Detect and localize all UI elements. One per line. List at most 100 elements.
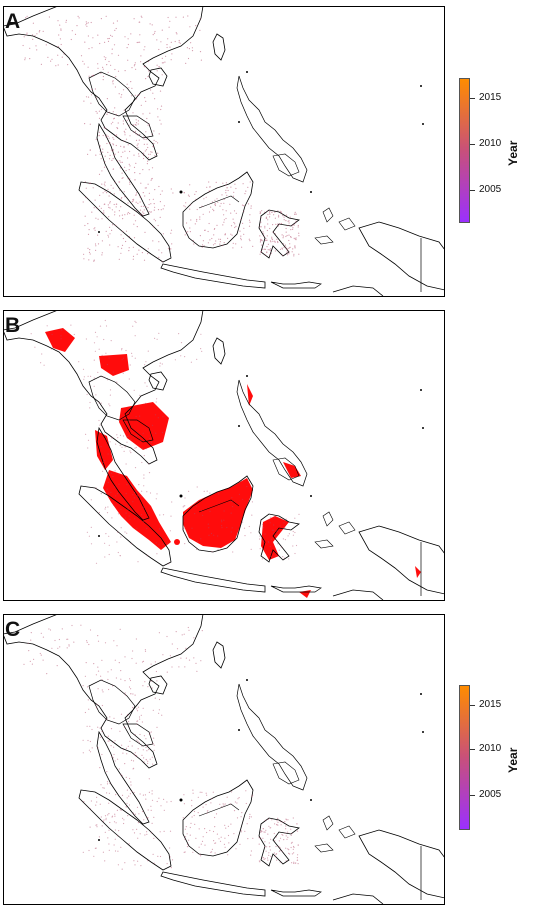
forest-loss-dot [244, 830, 246, 832]
forest-loss-dot [104, 58, 106, 61]
forest-loss-dot [137, 822, 139, 824]
forest-loss-dot [132, 760, 135, 762]
forest-loss-dot [252, 837, 254, 839]
forest-loss-dot [267, 213, 269, 216]
forest-loss-dot [158, 797, 160, 799]
forest-loss-dot [119, 215, 121, 217]
forest-loss-dot [291, 225, 293, 227]
forest-loss-dot [260, 830, 262, 832]
forest-loss-dot [183, 528, 185, 530]
forest-loss-dot [143, 477, 145, 479]
forest-loss-dot [142, 660, 145, 662]
forest-loss-dot [147, 156, 150, 159]
forest-loss-dot [135, 210, 137, 212]
forest-loss-dot [132, 494, 134, 496]
forest-loss-dot [152, 709, 154, 711]
forest-loss-dot [101, 753, 103, 756]
forest-loss-dot [167, 248, 170, 250]
forest-loss-dot [118, 662, 120, 664]
forest-loss-dot [107, 71, 109, 73]
forest-loss-dot [108, 553, 110, 556]
forest-loss-dot [123, 819, 125, 821]
forest-loss-dot [207, 242, 209, 244]
forest-loss-dot [141, 721, 143, 723]
forest-loss-dot [295, 222, 297, 224]
forest-loss-dot [120, 536, 122, 538]
forest-loss-dot [183, 205, 185, 207]
forest-loss-dot [68, 645, 70, 647]
forest-loss-dot [128, 686, 131, 688]
forest-loss-dot [199, 218, 201, 220]
forest-loss-dot [106, 512, 109, 514]
forest-loss-dot [142, 749, 144, 751]
forest-loss-dot [264, 846, 266, 848]
forest-loss-dot [249, 214, 251, 216]
forest-loss-dot [156, 493, 158, 495]
forest-loss-dot [112, 757, 114, 759]
forest-loss-dot [106, 379, 109, 381]
forest-loss-dot [136, 527, 138, 529]
forest-loss-dot [135, 194, 137, 196]
forest-loss-dot [134, 172, 136, 174]
forest-loss-dot [108, 158, 111, 160]
forest-loss-dot [114, 486, 116, 488]
forest-loss-dot [159, 831, 161, 833]
forest-loss-dot [141, 16, 143, 18]
forest-loss-dot [111, 517, 113, 519]
forest-loss-dot [136, 495, 139, 497]
forest-loss-dot [234, 801, 236, 803]
forest-loss-dot [293, 253, 295, 255]
forest-loss-dot [206, 186, 208, 188]
forest-loss-dot [158, 698, 161, 701]
forest-loss-dot [195, 505, 198, 507]
forest-loss-dot [84, 675, 86, 677]
forest-loss-dot [169, 856, 171, 858]
forest-loss-dot [274, 250, 276, 252]
forest-loss-dot [125, 694, 127, 696]
forest-loss-dot [239, 230, 241, 232]
forest-loss-dot [141, 252, 143, 254]
forest-loss-dot [152, 34, 154, 36]
forest-loss-dot [130, 693, 132, 695]
forest-loss-dot [124, 132, 126, 134]
forest-loss-dot [141, 745, 143, 747]
forest-loss-dot [108, 357, 110, 359]
forest-loss-dot [221, 527, 223, 529]
forest-loss-dot [109, 821, 111, 824]
forest-loss-dot [126, 47, 128, 49]
forest-loss-dot [166, 801, 168, 803]
forest-loss-dot [252, 794, 254, 796]
forest-loss-dot [264, 841, 266, 843]
forest-loss-dot [85, 662, 87, 664]
forest-loss-dot [98, 173, 101, 175]
forest-loss-dot [155, 140, 157, 143]
forest-loss-dot [287, 831, 289, 833]
forest-loss-dot [298, 513, 300, 515]
forest-loss-dot [208, 222, 210, 225]
forest-loss-dot [84, 123, 86, 125]
forest-loss-dot [262, 231, 264, 233]
forest-loss-dot [224, 837, 226, 839]
forest-loss-dot [250, 850, 252, 852]
forest-loss-dot [146, 163, 148, 165]
forest-loss-dot [135, 662, 137, 664]
forest-loss-dot [129, 740, 131, 742]
forest-loss-dot [161, 252, 163, 254]
forest-loss-dot [277, 210, 279, 212]
forest-loss-dot [36, 49, 38, 51]
forest-loss-dot [202, 213, 204, 215]
forest-loss-dot [270, 555, 272, 557]
forest-loss-dot [294, 552, 296, 555]
forest-loss-dot [267, 818, 269, 820]
forest-loss-dot [31, 34, 34, 36]
forest-loss-dot [139, 41, 141, 43]
forest-loss-dot [269, 248, 272, 250]
forest-loss-dot [160, 123, 162, 125]
legend-title: Year [506, 747, 520, 773]
forest-loss-dot [114, 86, 116, 88]
forest-loss-dot [89, 629, 92, 631]
forest-loss-dot [245, 802, 247, 805]
forest-loss-dot [135, 201, 137, 203]
forest-loss-dot [149, 23, 151, 25]
forest-loss-dot [142, 517, 144, 519]
